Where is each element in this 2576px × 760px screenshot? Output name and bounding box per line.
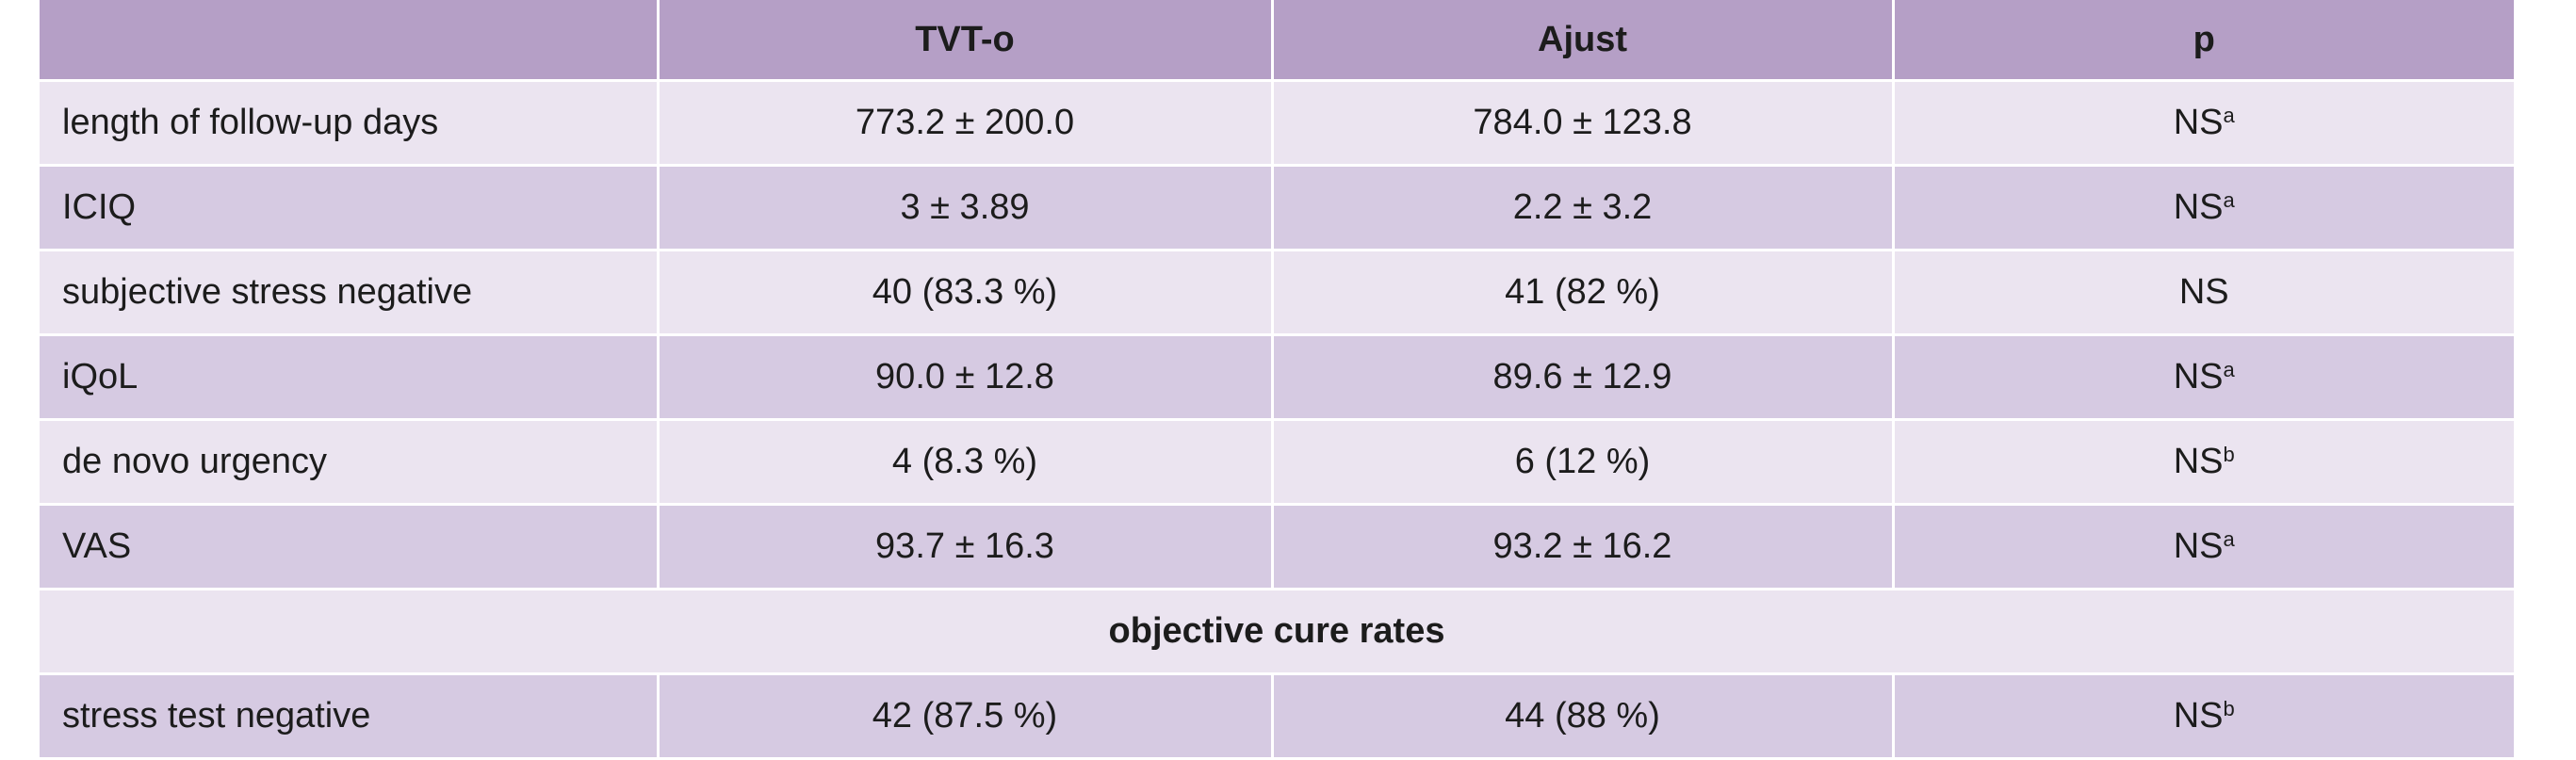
header-p: p	[1893, 0, 2514, 82]
ajust-value: 784.0 ± 123.8	[1272, 80, 1895, 167]
p-footnote: b	[2223, 697, 2235, 720]
table-header: TVT-o Ajust p	[40, 0, 2514, 82]
results-table: TVT-o Ajust p length of follow-up days 7…	[40, 0, 2514, 760]
section-header-row: objective cure rates	[40, 589, 2514, 675]
p-text: NS	[2173, 442, 2224, 481]
row-label: stress test negative	[40, 673, 660, 760]
table-body: length of follow-up days 773.2 ± 200.0 7…	[40, 80, 2514, 760]
header-row: TVT-o Ajust p	[40, 0, 2514, 82]
table-row: length of follow-up days 773.2 ± 200.0 7…	[40, 80, 2514, 167]
p-text: NS	[2178, 272, 2229, 312]
p-text: NS	[2173, 357, 2224, 396]
tvt-o-value: 4 (8.3 %)	[658, 419, 1274, 506]
table-row: VAS 93.7 ± 16.3 93.2 ± 16.2 NSa	[40, 504, 2514, 590]
p-value: NSa	[1893, 504, 2514, 590]
row-label: iQoL	[40, 334, 660, 421]
p-value: NSb	[1893, 419, 2514, 506]
p-value: NSa	[1893, 334, 2514, 421]
header-ajust: Ajust	[1272, 0, 1895, 82]
p-text: NS	[2173, 187, 2224, 227]
ajust-value: 6 (12 %)	[1272, 419, 1895, 506]
p-footnote: a	[2223, 188, 2235, 212]
ajust-value: 41 (82 %)	[1272, 250, 1895, 336]
tvt-o-value: 93.7 ± 16.3	[658, 504, 1274, 590]
tvt-o-value: 90.0 ± 12.8	[658, 334, 1274, 421]
row-label: subjective stress negative	[40, 250, 660, 336]
tvt-o-value: 42 (87.5 %)	[658, 673, 1274, 760]
row-label: length of follow-up days	[40, 80, 660, 167]
p-footnote: b	[2223, 443, 2235, 466]
p-footnote: a	[2223, 527, 2235, 551]
section-title: objective cure rates	[40, 589, 2514, 675]
p-value: NS	[1893, 250, 2514, 336]
row-label: ICIQ	[40, 165, 660, 251]
header-tvt-o: TVT-o	[658, 0, 1274, 82]
table-row: ICIQ 3 ± 3.89 2.2 ± 3.2 NSa	[40, 165, 2514, 251]
p-text: NS	[2173, 103, 2224, 142]
p-value: NSa	[1893, 165, 2514, 251]
header-empty-cell	[40, 0, 660, 82]
ajust-value: 89.6 ± 12.9	[1272, 334, 1895, 421]
table-row: subjective stress negative 40 (83.3 %) 4…	[40, 250, 2514, 336]
ajust-value: 2.2 ± 3.2	[1272, 165, 1895, 251]
p-value: NSa	[1893, 80, 2514, 167]
p-footnote: a	[2223, 104, 2235, 127]
p-text: NS	[2173, 526, 2224, 566]
tvt-o-value: 40 (83.3 %)	[658, 250, 1274, 336]
table-row: de novo urgency 4 (8.3 %) 6 (12 %) NSb	[40, 419, 2514, 506]
p-text: NS	[2173, 696, 2224, 736]
p-footnote: a	[2223, 358, 2235, 381]
tvt-o-value: 3 ± 3.89	[658, 165, 1274, 251]
row-label: VAS	[40, 504, 660, 590]
results-table-container: TVT-o Ajust p length of follow-up days 7…	[40, 0, 2514, 760]
table-row: iQoL 90.0 ± 12.8 89.6 ± 12.9 NSa	[40, 334, 2514, 421]
ajust-value: 44 (88 %)	[1272, 673, 1895, 760]
tvt-o-value: 773.2 ± 200.0	[658, 80, 1274, 167]
p-value: NSb	[1893, 673, 2514, 760]
row-label: de novo urgency	[40, 419, 660, 506]
table-row: stress test negative 42 (87.5 %) 44 (88 …	[40, 673, 2514, 760]
ajust-value: 93.2 ± 16.2	[1272, 504, 1895, 590]
